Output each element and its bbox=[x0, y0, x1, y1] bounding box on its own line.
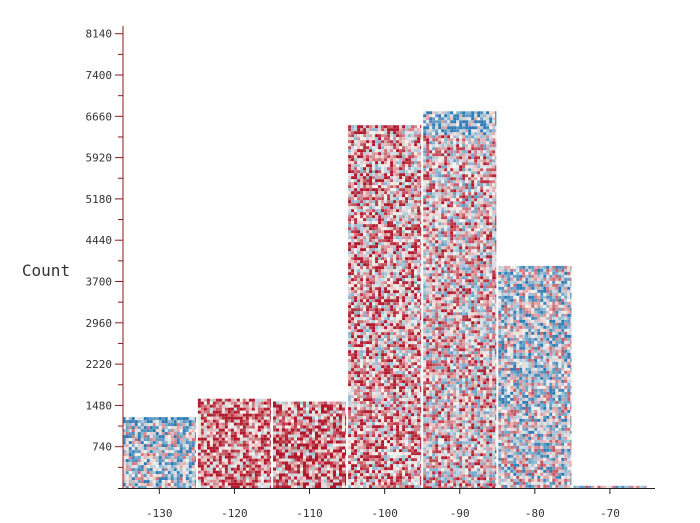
x-tick-label: -90 bbox=[450, 507, 470, 520]
bar-texture-6 bbox=[573, 485, 647, 488]
y-tick-label: 3700 bbox=[86, 276, 113, 289]
x-axis: -130 -120 -110 -100 -90 -80 -70 bbox=[118, 488, 655, 520]
bar-1 bbox=[197, 398, 271, 488]
bar-4 bbox=[423, 111, 497, 489]
y-tick-label: 1480 bbox=[86, 399, 113, 412]
x-tick-label: -70 bbox=[600, 507, 620, 520]
x-tick-label: -120 bbox=[221, 507, 248, 520]
y-tick-label: 5920 bbox=[86, 152, 113, 165]
bar-texture-1 bbox=[197, 398, 271, 488]
x-tick-label: -80 bbox=[525, 507, 545, 520]
y-tick-label: 8140 bbox=[86, 28, 113, 41]
bar-5 bbox=[498, 265, 572, 488]
y-tick-label: 6660 bbox=[86, 110, 113, 123]
x-tick-label: -100 bbox=[371, 507, 398, 520]
bars-group bbox=[122, 111, 647, 489]
bar-texture-5 bbox=[498, 265, 572, 488]
y-tick-label: 5180 bbox=[86, 193, 113, 206]
bar-texture-4 bbox=[423, 111, 497, 488]
y-tick-label: 2960 bbox=[86, 317, 113, 330]
bar-3 bbox=[348, 125, 422, 488]
x-tick-label: -130 bbox=[146, 507, 173, 520]
y-axis: 740 1480 2220 2960 3700 4440 5180 5920 6660 7400 8… bbox=[86, 26, 124, 488]
y-tick-label: 2220 bbox=[86, 358, 113, 371]
x-tick-label: -110 bbox=[296, 507, 323, 520]
bar-texture-0 bbox=[122, 417, 196, 488]
y-axis-title: Count bbox=[22, 261, 70, 280]
bar-0 bbox=[122, 417, 196, 488]
bar-texture-3 bbox=[348, 125, 422, 488]
bar-6 bbox=[573, 485, 647, 488]
y-tick-label: 740 bbox=[92, 441, 112, 454]
bar-texture-2 bbox=[273, 401, 347, 488]
y-tick-label: 4440 bbox=[86, 234, 113, 247]
y-tick-label: 7400 bbox=[86, 69, 113, 82]
bar-2 bbox=[272, 401, 347, 488]
